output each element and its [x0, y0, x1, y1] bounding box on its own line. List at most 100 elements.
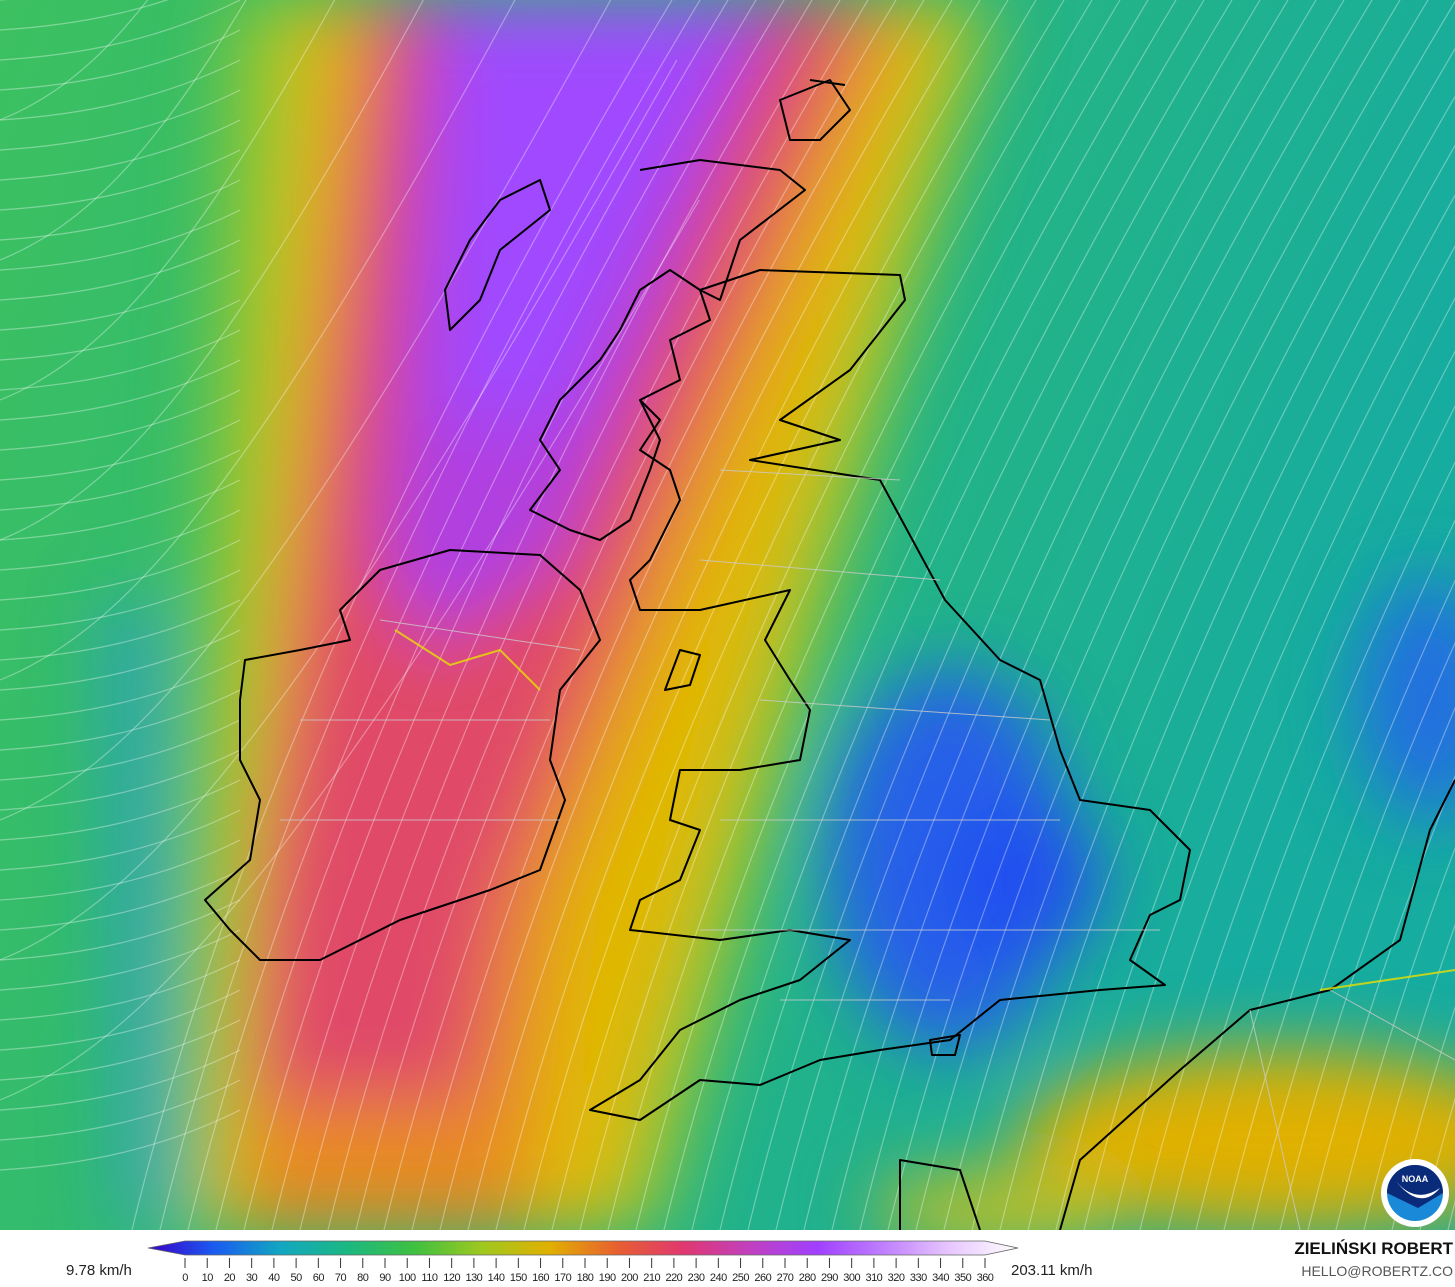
scale-tick-label: 240: [709, 1272, 727, 1284]
scale-tick-label: 160: [532, 1272, 549, 1284]
streamline: [0, 299, 241, 361]
color-scale-bar: [147, 1240, 1019, 1268]
streamline: [0, 0, 241, 61]
streamline: [1251, 641, 1455, 1230]
streamline: [0, 989, 241, 1051]
streamline: [0, 479, 241, 541]
streamline: [0, 569, 241, 631]
streamline: [1055, 244, 1455, 1230]
streamline: [803, 0, 1345, 1230]
scale-tick-label: 120: [443, 1272, 461, 1284]
scale-tick-label: 100: [398, 1272, 416, 1284]
great-britain-coast: [589, 269, 1191, 1121]
streamline: [0, 1109, 241, 1171]
streamline: [579, 0, 1121, 1230]
streamline: [0, 239, 241, 301]
isle-of-wight-coast: [929, 1034, 961, 1056]
scale-tick-label: 210: [643, 1272, 661, 1284]
streamline: [1167, 461, 1455, 1230]
streamline: [0, 29, 241, 91]
streamline: [0, 1049, 241, 1111]
scale-tick-label: 10: [201, 1272, 214, 1284]
shetland-orkney-coast: [779, 79, 851, 141]
streamline: [0, 0, 336, 401]
streamline: [0, 0, 169, 31]
streamline: [0, 199, 700, 1101]
streamline: [411, 0, 953, 1230]
coastlines: [204, 79, 1455, 1230]
streamline: [243, 0, 785, 1230]
scale-tick-label: 200: [621, 1272, 638, 1284]
scale-tick-label: 90: [379, 1272, 391, 1284]
streamline: [0, 179, 241, 241]
streamline: [523, 0, 1065, 1230]
author-email[interactable]: HELLO@ROBERTZ.CO: [1301, 1263, 1453, 1279]
scale-tick-label: 150: [509, 1272, 527, 1284]
streamline: [1391, 1006, 1455, 1230]
isle-of-man-coast: [664, 649, 701, 691]
wind-speed-map[interactable]: NOAA: [0, 0, 1455, 1230]
streamline: [1083, 297, 1455, 1230]
scale-tick-label: 300: [843, 1272, 861, 1284]
streamline: [999, 144, 1455, 1230]
noaa-logo: NOAA: [1381, 1159, 1449, 1227]
ireland-coast: [204, 549, 601, 961]
outer-hebrides-coast: [444, 179, 551, 331]
scale-tick-label: 130: [465, 1272, 483, 1284]
streamline: [859, 0, 1401, 1230]
scale-tick-label: 60: [312, 1272, 325, 1284]
scale-tick-label: 360: [976, 1272, 994, 1284]
scale-tick-label: 80: [357, 1272, 369, 1284]
streamline: [0, 149, 241, 211]
scale-tick-label: 170: [554, 1272, 572, 1284]
streamline: [159, 0, 701, 1230]
streamline: [0, 329, 241, 391]
streamline: [915, 0, 1455, 1230]
streamline: [1335, 846, 1455, 1230]
streamline: [327, 0, 869, 1230]
streamline: [0, 869, 241, 931]
streamline: [0, 0, 612, 821]
streamline: [0, 929, 241, 991]
streamline: [691, 0, 1233, 1230]
scale-tick-label: 270: [776, 1272, 794, 1284]
streamline: [0, 629, 241, 691]
streamline: [747, 0, 1289, 1230]
streamline: [0, 269, 241, 331]
streamline: [0, 0, 516, 681]
streamline: [719, 0, 1261, 1230]
streamline: [0, 599, 241, 661]
streamline: [0, 89, 241, 151]
streamline: [0, 509, 241, 571]
scale-tick-label: 220: [665, 1272, 683, 1284]
borders: [280, 469, 1455, 1230]
scale-tick-label: 40: [268, 1272, 280, 1284]
streamline: [0, 59, 678, 961]
france-coast: [1059, 779, 1455, 1230]
streamline: [0, 209, 241, 271]
scale-tick-label: 140: [487, 1272, 505, 1284]
streamline: [0, 659, 241, 721]
scale-tick-label: 330: [909, 1272, 927, 1284]
streamline: [0, 749, 241, 811]
streamline: [1363, 923, 1455, 1230]
scale-tick-label: 0: [182, 1272, 188, 1284]
scale-tick-label: 180: [576, 1272, 594, 1284]
svg-text:NOAA: NOAA: [1402, 1174, 1429, 1184]
scale-tick-label: 110: [421, 1272, 438, 1284]
scale-tick-label: 340: [932, 1272, 949, 1284]
brittany-coast: [899, 1159, 981, 1230]
scale-tick-label: 280: [798, 1272, 816, 1284]
streamline: [0, 899, 241, 961]
streamline: [831, 0, 1373, 1230]
scale-tick-label: 350: [954, 1272, 972, 1284]
streamline: [0, 539, 241, 601]
streamline: [887, 0, 1429, 1230]
scale-tick-label: 310: [865, 1272, 883, 1284]
scale-tick-label: 20: [223, 1272, 236, 1284]
streamline: [0, 449, 241, 511]
scale-tick-label: 230: [687, 1272, 705, 1284]
streamline: [0, 59, 241, 121]
streamline: [0, 1079, 241, 1141]
scale-tick-label: 290: [821, 1272, 838, 1284]
